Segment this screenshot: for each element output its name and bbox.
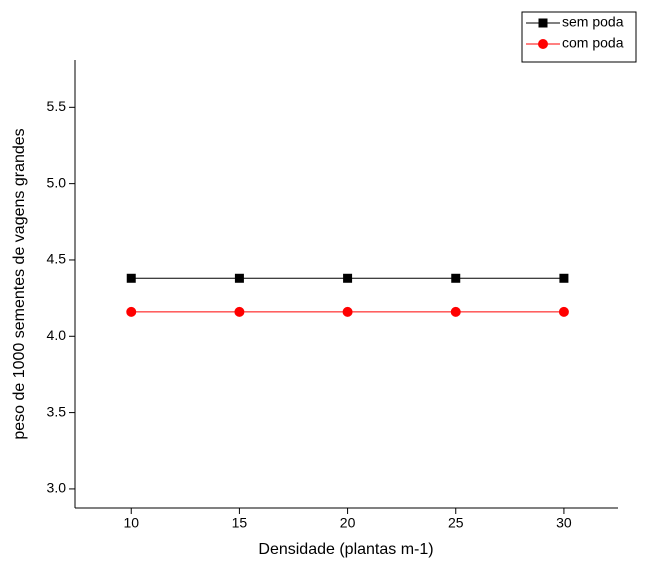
x-axis-title: Densidade (plantas m-1) <box>258 541 433 558</box>
legend-label: com poda <box>562 35 624 51</box>
y-tick-label: 4.5 <box>47 251 67 267</box>
x-tick-label: 15 <box>232 515 248 531</box>
legend-label: sem poda <box>562 14 624 30</box>
y-tick-label: 3.5 <box>47 403 67 419</box>
marker <box>450 306 461 317</box>
y-tick-label: 5.5 <box>47 98 67 114</box>
x-tick-label: 25 <box>448 515 464 531</box>
y-tick-label: 5.0 <box>47 174 67 190</box>
x-tick-label: 10 <box>123 515 139 531</box>
marker <box>342 306 353 317</box>
legend-marker <box>538 18 548 28</box>
y-tick-label: 3.0 <box>47 480 67 496</box>
marker <box>558 306 569 317</box>
legend-marker <box>538 39 548 49</box>
x-tick-label: 20 <box>340 515 356 531</box>
x-tick-label: 30 <box>556 515 572 531</box>
y-axis-title: peso de 1000 sementes de vagens grandes <box>11 128 28 439</box>
marker <box>126 306 137 317</box>
y-tick-label: 4.0 <box>47 327 67 343</box>
marker <box>343 273 353 283</box>
marker <box>451 273 461 283</box>
marker <box>126 273 136 283</box>
marker <box>234 273 244 283</box>
marker <box>234 306 245 317</box>
marker <box>559 273 569 283</box>
